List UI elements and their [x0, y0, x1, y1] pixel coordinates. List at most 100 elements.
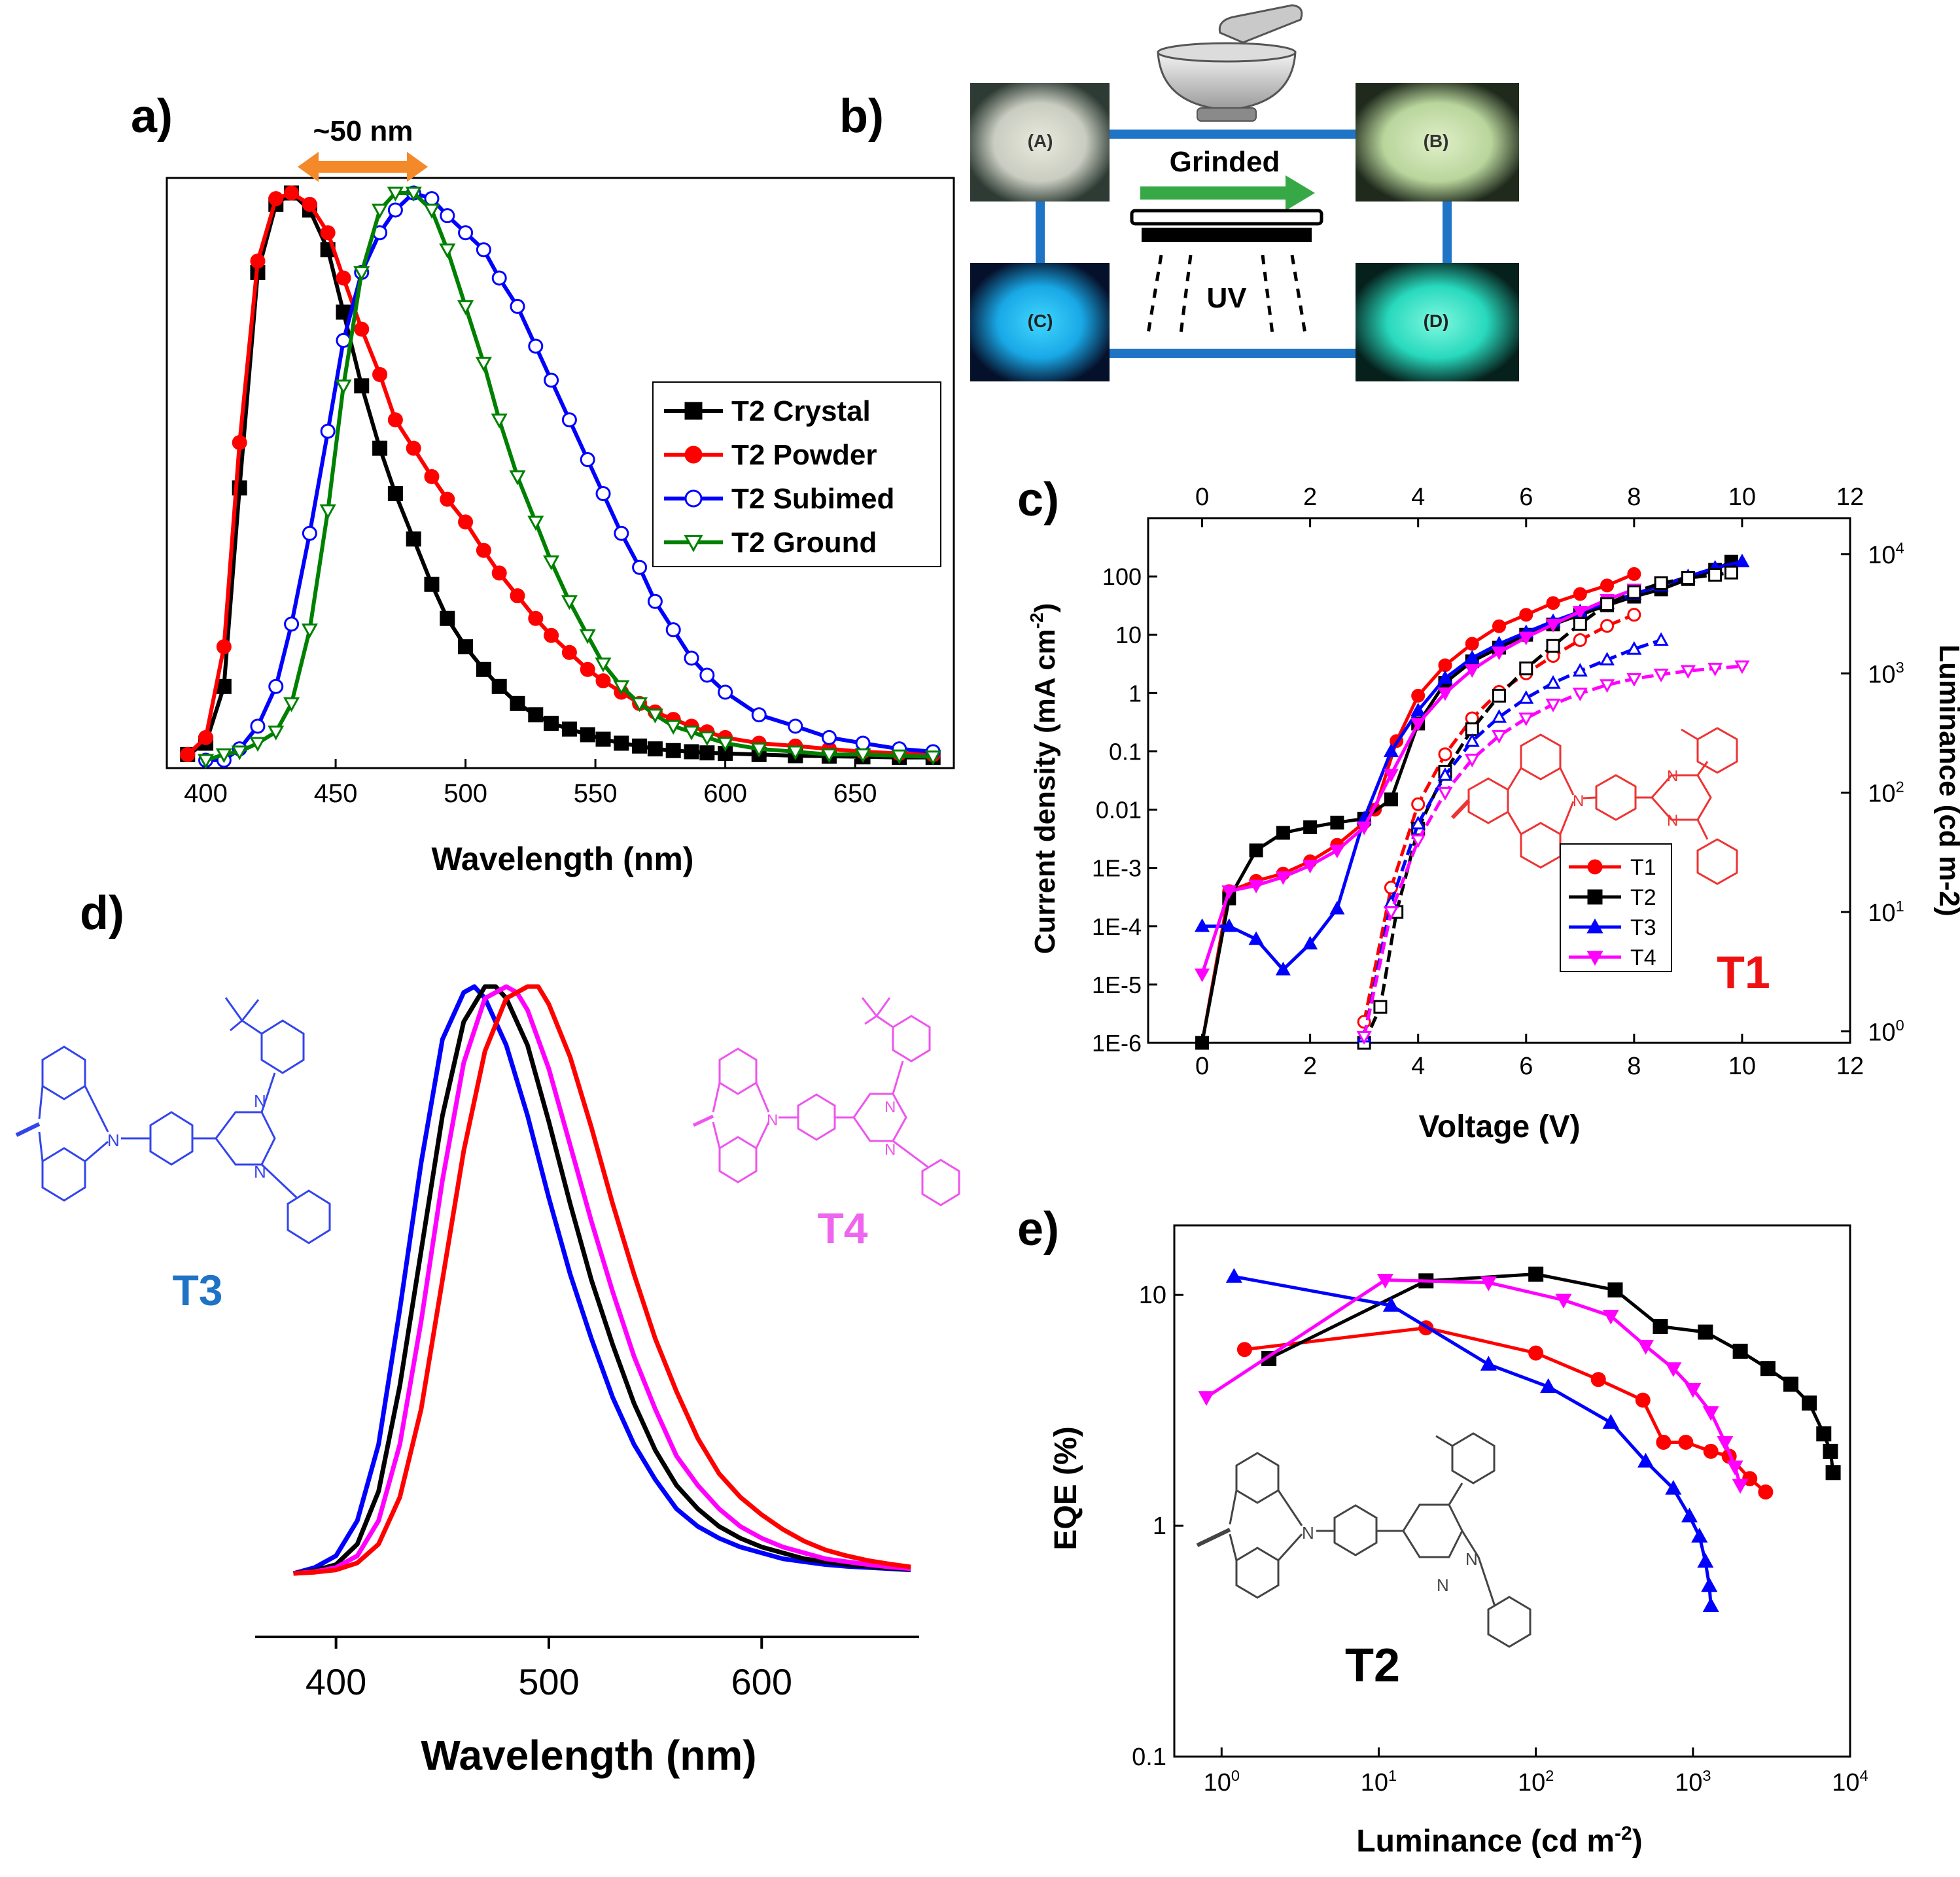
data-point [820, 748, 837, 763]
molecule-t1-n2: N [1667, 767, 1678, 785]
eqe-point [1635, 1392, 1651, 1408]
eqe-line-t4 [1205, 1278, 1742, 1486]
data-point [544, 372, 559, 388]
eqe-line-t2 [1268, 1272, 1835, 1473]
data-point [216, 678, 232, 694]
data-point [301, 623, 318, 639]
eqe-point [1480, 1276, 1497, 1291]
current-point [1248, 879, 1264, 894]
chart-e-ylabel: EQE (%) [1049, 1426, 1083, 1550]
data-point [302, 525, 317, 541]
el-curve-t1 [293, 984, 911, 1576]
eqe-point [1681, 1507, 1698, 1523]
chart-e-xlabel: Luminance (cd m-2) [1356, 1823, 1642, 1859]
chart-e-ytick-label: 1 [1153, 1513, 1166, 1540]
data-point [439, 243, 456, 258]
data-point [387, 186, 404, 202]
data-point [665, 743, 681, 758]
sample-b-label: (B) [1424, 131, 1449, 151]
panel-label-c: c) [1017, 474, 1059, 526]
data-point [632, 559, 648, 575]
data-point [283, 697, 300, 712]
chart-c-x2tick-label: 6 [1519, 483, 1533, 511]
data-point [631, 697, 648, 712]
chart-a-legend: T2 Crystal T2 Powder T2 Subimed T2 Ground [652, 381, 941, 567]
luminance-point [1724, 565, 1738, 580]
current-point [1221, 918, 1237, 932]
el-curve-t3 [292, 984, 911, 1576]
chart-c-y2tick-label: 102 [1868, 778, 1904, 807]
data-point [647, 593, 663, 609]
luminance-point [1653, 669, 1669, 682]
chart-e-xtick-label: 100 [1204, 1767, 1240, 1797]
molecule-t1-n1: N [1573, 792, 1584, 810]
chart-d: 400 500 600 Wavelength (nm) N N N T3 [15, 984, 960, 1779]
eqe-point [1637, 1340, 1654, 1355]
luminance-point [1437, 767, 1453, 781]
data-point [510, 695, 525, 711]
data-point [336, 270, 351, 286]
chart-e-ytick-label: 0.1 [1132, 1744, 1166, 1771]
eqe-point [1198, 1391, 1215, 1406]
data-point [424, 469, 440, 484]
data-point [320, 423, 336, 439]
legend-marker [1587, 889, 1603, 905]
luminance-point [1627, 585, 1641, 599]
chart-e-molecule-label: T2 [1345, 1640, 1400, 1692]
molecule-t3-n3: N [254, 1162, 266, 1182]
chart-a-xtick-label: 650 [833, 779, 877, 808]
molecule-t1-n3: N [1667, 812, 1678, 830]
data-point [614, 735, 629, 751]
data-point [458, 225, 474, 241]
luminance-point [1410, 815, 1426, 830]
data-point [284, 616, 300, 632]
data-point [579, 629, 596, 644]
legend-label: T2 Subimed [731, 483, 894, 515]
luminance-point [1410, 834, 1426, 849]
luminance-point [1681, 570, 1695, 585]
panel-label-d: d) [80, 887, 124, 939]
el-curve-t4 [293, 984, 911, 1576]
eqe-point [1697, 1552, 1714, 1568]
molecule-t2-n3: N [1437, 1575, 1449, 1595]
data-point [614, 525, 629, 541]
eqe-point [1528, 1267, 1544, 1282]
current-point [1518, 631, 1534, 646]
current-point [1545, 618, 1561, 633]
data-point [180, 746, 196, 762]
data-point [302, 196, 317, 212]
chart-c: 0 2 4 6 8 10 12 0 2 4 6 8 10 12 1E-6 1E-5 1E-4 1E-3 0.01 0.… [1026, 483, 1960, 1144]
chart-c-ylabel-main: Current density (mA cm [1029, 629, 1061, 954]
data-point [751, 707, 767, 723]
current-point [1437, 687, 1453, 701]
chart-c-y2label: Luminance (cd m-2) [1933, 644, 1960, 917]
data-point [491, 413, 508, 429]
data-point [440, 610, 455, 626]
chart-c-y2tick-label: 104 [1868, 540, 1904, 569]
molecule-t1-structure [1450, 727, 1738, 885]
chart-d-xtick-label: 600 [731, 1661, 792, 1702]
luminance-point [1438, 747, 1452, 762]
data-point [353, 266, 370, 281]
chart-c-ytick-label: 0.01 [1096, 797, 1142, 824]
current-point [1519, 608, 1533, 622]
chart-a-frame [166, 177, 955, 769]
data-point [699, 731, 716, 746]
data-point [475, 357, 492, 372]
legend-marker [684, 535, 703, 553]
data-point [699, 667, 715, 683]
data-point [440, 208, 455, 224]
luminance-point [1356, 1030, 1372, 1045]
current-point [1491, 646, 1507, 661]
current-point [1383, 769, 1399, 782]
fwhm-shift-arrow [298, 152, 428, 182]
chart-c-xtick-label: 0 [1195, 1053, 1209, 1080]
chart-e-xtick-label: 103 [1675, 1767, 1711, 1797]
chart-e: 100 101 102 103 104 0.1 1 10 Luminance (cd m-2)… [1049, 1224, 1868, 1859]
legend-marker [1586, 918, 1603, 934]
chart-c-x2tick-label: 0 [1195, 483, 1209, 511]
legend-label: T3 [1630, 915, 1656, 940]
luminance-point [1492, 688, 1506, 703]
luminance-point [1546, 639, 1560, 653]
chart-a-annotation: ~50 nm [313, 115, 413, 147]
